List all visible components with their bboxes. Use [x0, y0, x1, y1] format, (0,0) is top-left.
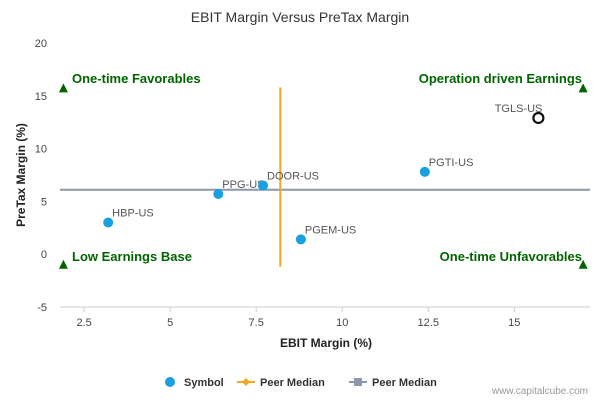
- quadrant-marker-icon: [58, 259, 68, 269]
- legend-diamond-icon: [242, 378, 250, 386]
- x-tick-label: 15: [508, 317, 520, 329]
- x-tick-marks: [83, 307, 515, 312]
- y-tick-label: 15: [35, 91, 47, 103]
- legend-symbol-dot-icon: [165, 377, 175, 387]
- data-point-label: PGEM-US: [305, 224, 356, 236]
- quadrant-group: One-time Favorables Operation driven Earn…: [58, 71, 588, 269]
- legend-label: Symbol: [184, 377, 224, 389]
- y-tick-label: 10: [35, 144, 47, 156]
- quadrant-label-bottom-right: One-time Unfavorables: [440, 249, 582, 264]
- x-tick-label: 7.5: [249, 317, 264, 329]
- y-tick-label: 20: [35, 38, 47, 50]
- legend-label: Peer Median: [260, 377, 325, 389]
- y-tick-label: -5: [37, 302, 47, 314]
- data-point[interactable]: [258, 180, 269, 191]
- legend-label: Peer Median: [372, 377, 437, 389]
- median-lines: [60, 87, 590, 267]
- data-point-label: PGTI-US: [429, 157, 474, 169]
- y-tick-label: 0: [41, 249, 47, 261]
- data-point[interactable]: [419, 166, 430, 177]
- quadrant-label-top-left: One-time Favorables: [72, 71, 201, 86]
- x-tick-label: 2.5: [76, 317, 91, 329]
- y-tick-label: 5: [41, 196, 47, 208]
- x-tick-label: 12.5: [418, 317, 439, 329]
- credit-text: www.capitalcube.com: [491, 386, 588, 397]
- quadrant-marker-icon: [578, 259, 588, 269]
- data-point-highlight[interactable]: [532, 111, 545, 125]
- data-point[interactable]: [295, 234, 306, 245]
- quadrant-marker-icon: [58, 83, 68, 93]
- y-tick-labels: 20 15 10 5 0 -5: [35, 38, 47, 314]
- chart-title: EBIT Margin Versus PreTax Margin: [191, 9, 409, 25]
- data-point[interactable]: [213, 189, 224, 200]
- data-point-label: PPG-US: [222, 179, 264, 191]
- legend: Symbol Peer Median Peer Median: [165, 377, 437, 389]
- quadrant-marker-icon: [578, 83, 588, 93]
- data-point-label: HBP-US: [112, 208, 154, 220]
- x-tick-label: 10: [336, 317, 348, 329]
- data-point-label: DOOR-US: [267, 171, 319, 183]
- y-axis-title: PreTax Margin (%): [14, 123, 28, 227]
- quadrant-label-top-right: Operation driven Earnings: [419, 71, 582, 86]
- quadrant-label-bottom-left: Low Earnings Base: [72, 249, 192, 264]
- x-tick-labels: 2.5 5 7.5 10 12.5 15: [76, 317, 520, 329]
- data-point[interactable]: [103, 217, 114, 228]
- legend-square-icon: [354, 378, 362, 386]
- x-tick-label: 5: [167, 317, 173, 329]
- x-axis-title: EBIT Margin (%): [280, 336, 372, 350]
- data-point-label: TGLS-US: [495, 103, 543, 115]
